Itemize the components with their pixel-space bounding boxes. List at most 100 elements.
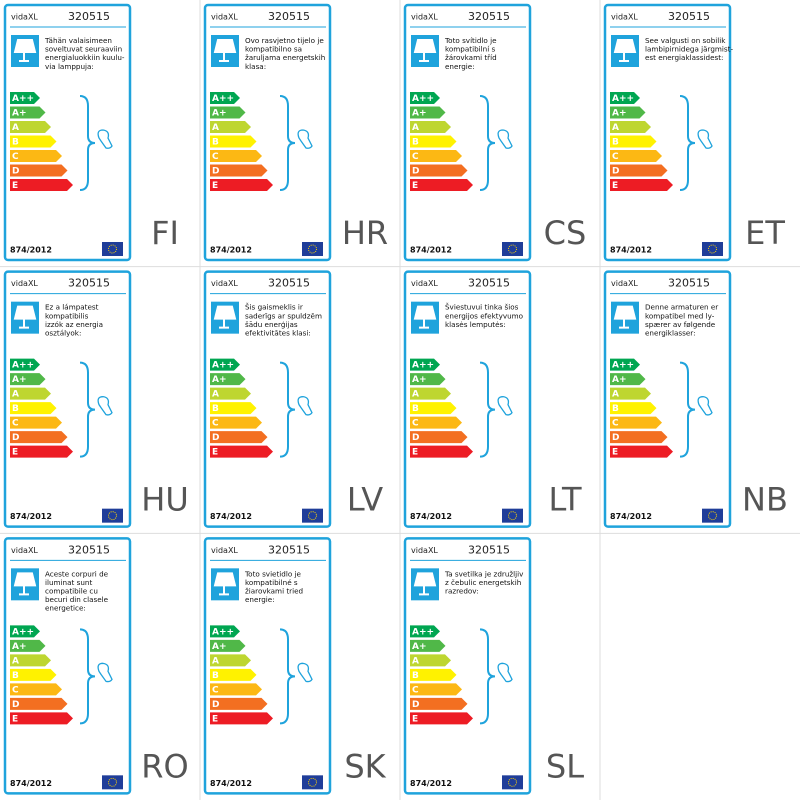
product-code: 320515: [468, 277, 510, 290]
energy-class: C: [212, 152, 219, 162]
language-code: ET: [745, 214, 785, 252]
energy-bar: [410, 150, 462, 162]
energy-class: A+: [212, 109, 227, 119]
energy-class: D: [412, 167, 419, 177]
brace: [679, 361, 696, 458]
description-line: izzók az energia: [45, 320, 103, 329]
bulb-icon: [97, 662, 113, 683]
energy-class: E: [12, 448, 18, 458]
energy-class: E: [212, 448, 218, 458]
brand: vidaXL: [211, 546, 238, 555]
energy-class: D: [212, 700, 219, 710]
bulb-icon: [297, 662, 313, 683]
regulation: 874/2012: [410, 246, 452, 255]
language-code: RO: [141, 747, 188, 785]
energy-class: C: [212, 685, 219, 695]
eu-stars: [308, 244, 317, 254]
energy-class: A+: [12, 375, 27, 385]
description-line: See valgusti on sobilik: [645, 36, 726, 45]
energy-label: vidaXL 320515 Aceste corpuri de iluminat su…: [3, 537, 189, 795]
energy-bar: [410, 668, 457, 681]
energy-class: D: [412, 700, 419, 710]
eu-flag: [702, 508, 723, 523]
brand: vidaXL: [11, 13, 38, 22]
energy-bar: [410, 416, 462, 429]
brand: vidaXL: [211, 279, 238, 288]
energy-class: D: [12, 167, 19, 177]
energy-bar: [610, 121, 651, 133]
bulb-icon: [497, 662, 513, 683]
eu-flag: [102, 775, 123, 790]
energy-bar: [210, 150, 262, 162]
eu-flag: [102, 508, 123, 523]
description: Ovo rasvjetno tijelo je kompatibilno sa ža…: [245, 36, 325, 71]
brace: [279, 361, 296, 458]
energy-class: A+: [612, 375, 627, 385]
label-frame: [203, 3, 332, 262]
energy-bar: [10, 639, 46, 652]
energy-label: vidaXL 320515 Toto svietidlo je kompatibiln…: [203, 537, 387, 795]
energy-class: A++: [412, 627, 434, 637]
energy-class: A: [412, 656, 419, 666]
bulb-icon: [697, 396, 713, 416]
energy-bar: [610, 106, 646, 119]
energy-class: A++: [412, 94, 434, 104]
energy-label: vidaXL 320515 Ez a lámpatest kompatibilis iz…: [3, 270, 189, 528]
language-code: HU: [141, 481, 188, 519]
energy-bar: [410, 639, 446, 652]
energy-label: vidaXL 320515 Ta svetilka je združljiv z če…: [403, 537, 584, 795]
energy-bar: [10, 712, 73, 725]
eu-flag: [302, 775, 323, 790]
energy-class: A++: [12, 361, 34, 371]
description-line: Tähän valaisimeen: [44, 36, 112, 45]
regulation: 874/2012: [410, 512, 452, 521]
energy-class: B: [212, 404, 219, 414]
energy-bar: [210, 92, 240, 104]
energy-bar: [410, 92, 440, 104]
energy-class: A+: [412, 642, 427, 652]
energy-bar: [410, 445, 473, 458]
energy-class: E: [412, 181, 418, 191]
brand: vidaXL: [411, 279, 438, 288]
energy-class: D: [12, 700, 19, 710]
energy-class: B: [212, 138, 219, 148]
energy-bar: [210, 431, 268, 444]
eu-stars: [108, 244, 117, 254]
energy-bar: [410, 121, 451, 133]
label-frame: [203, 270, 332, 528]
product-code: 320515: [68, 277, 110, 290]
energy-bar: [10, 164, 68, 177]
description-line: kompatibilno sa: [245, 45, 302, 54]
description-line: žaruljama energetskih: [245, 53, 325, 62]
energy-bar: [210, 654, 251, 667]
energy-class: E: [412, 448, 418, 458]
description-line: razredov:: [445, 587, 479, 596]
description-line: šādu enerģijas: [245, 320, 298, 329]
energy-bar: [210, 106, 246, 119]
energy-bar: [610, 164, 668, 177]
description: Aceste corpuri de iluminat sunt compatibil…: [45, 569, 109, 612]
energy-class: A++: [612, 94, 634, 104]
energy-class: A: [212, 656, 219, 666]
energy-class: A: [12, 390, 19, 400]
lamp-shape: [413, 572, 437, 596]
brand: vidaXL: [211, 13, 238, 22]
energy-bar: [10, 697, 68, 710]
brand: vidaXL: [611, 13, 638, 22]
description-line: energialuokkiin kuulu-: [45, 53, 125, 62]
energy-bar: [210, 179, 273, 191]
energy-class: B: [612, 404, 619, 414]
regulation: 874/2012: [10, 512, 52, 521]
language-code: NB: [742, 481, 788, 519]
eu-flag: [502, 775, 523, 790]
energy-bar: [210, 358, 240, 371]
label-frame: [3, 537, 132, 795]
energy-class: D: [612, 167, 619, 177]
eu-flag: [502, 508, 523, 523]
energy-bar: [210, 639, 246, 652]
lamp-shape: [213, 39, 237, 62]
description-line: klasės lemputės:: [445, 320, 506, 329]
energy-class: E: [612, 181, 618, 191]
eu-flag: [702, 242, 723, 256]
label-frame: [203, 537, 332, 795]
